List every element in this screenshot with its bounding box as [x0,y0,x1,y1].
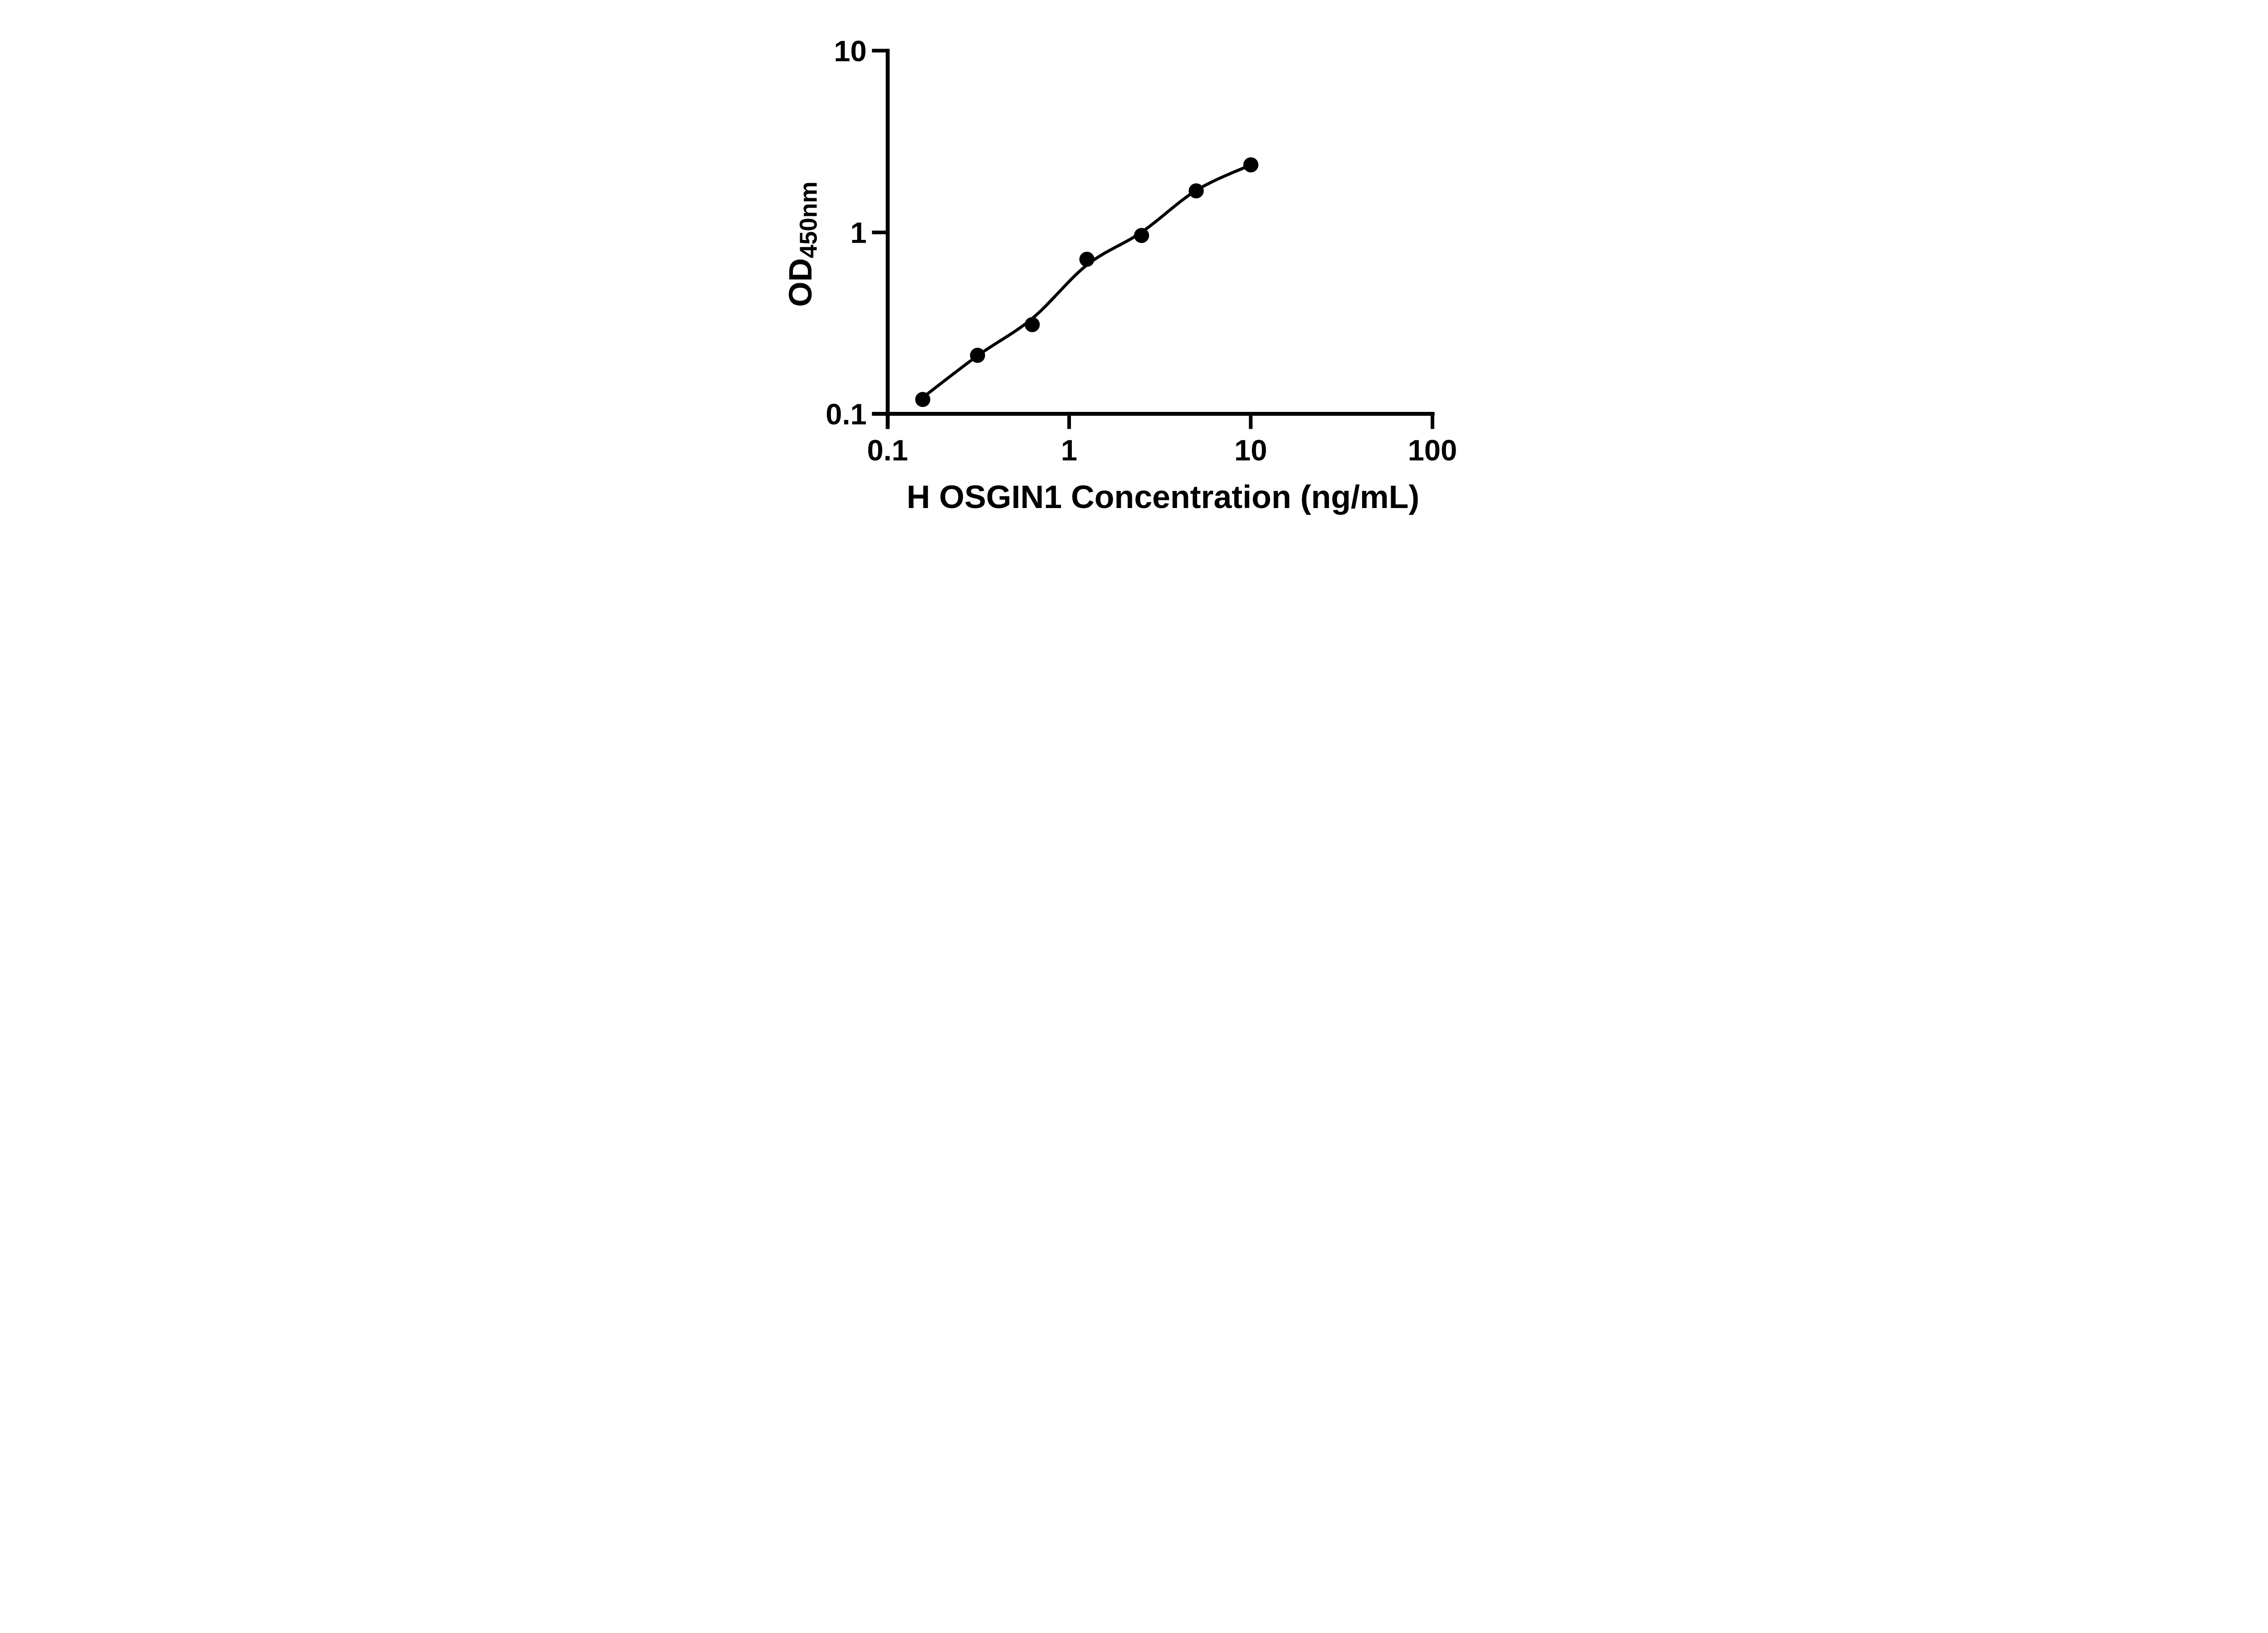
data-point [1188,183,1204,199]
x-tick-label-10: 10 [1234,434,1267,467]
x-tick-labels: 0.1 1 10 100 [867,434,1457,467]
x-axis-ticks [886,416,1434,429]
chart-svg: 10 1 0.1 0.1 1 10 100 H OSGIN1 Concentra… [753,0,1515,544]
axes [872,49,1435,429]
data-point [1024,317,1040,332]
y-tick-label-0.1: 0.1 [826,398,866,431]
y-tick-labels: 10 1 0.1 [826,34,866,431]
data-point [1134,228,1149,243]
data-points [915,157,1259,407]
x-tick-label-1: 1 [1061,434,1077,467]
data-point [1079,251,1095,267]
figure-wrap: 10 1 0.1 0.1 1 10 100 H OSGIN1 Concentra… [753,0,1515,544]
y-axis-title: OD450nm [782,181,822,307]
y-axis-title-main: OD [782,258,819,307]
x-axis-title: H OSGIN1 Concentration (ng/mL) [907,479,1420,515]
elisa-standard-curve-figure: 10 1 0.1 0.1 1 10 100 H OSGIN1 Concentra… [753,0,1515,544]
y-tick-label-10: 10 [834,34,866,68]
fit-curve [921,163,1252,399]
y-tick-label-1: 1 [850,216,867,249]
data-point [970,347,985,363]
x-tick-label-0.1: 0.1 [867,434,908,467]
y-axis-ticks [872,49,888,416]
y-axis-title-sub: 450nm [796,181,822,258]
data-point [915,391,930,407]
x-tick-label-100: 100 [1408,434,1457,467]
data-point [1243,157,1259,173]
